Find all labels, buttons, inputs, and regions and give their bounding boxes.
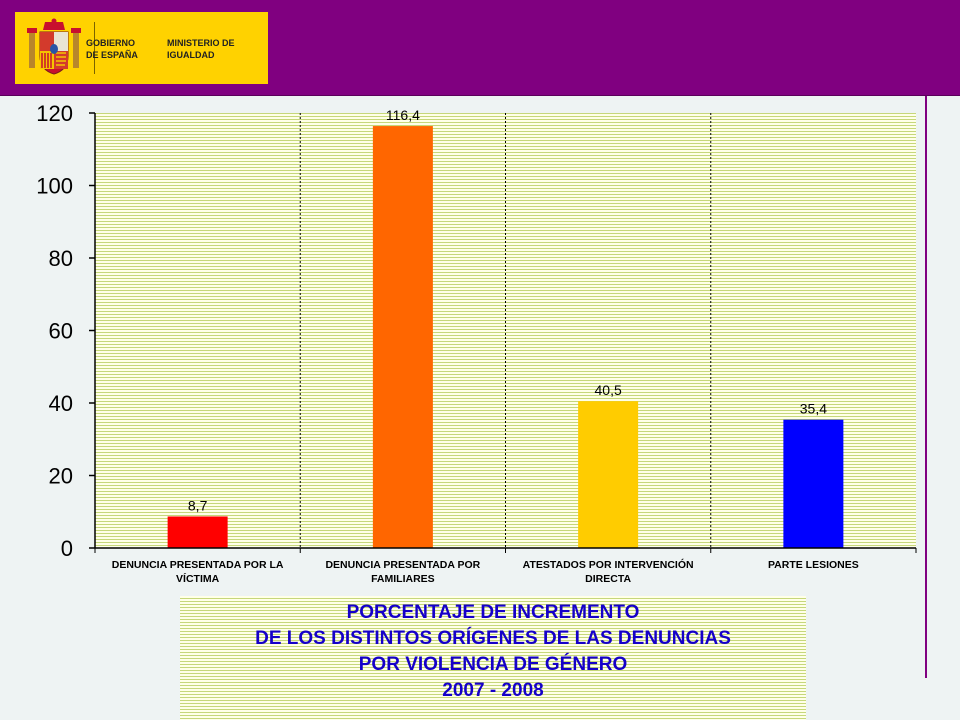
logo-gov-line-1: GOBIERNO <box>86 38 136 48</box>
x-tick-label: DENUNCIA PRESENTADA POR LA <box>112 559 284 571</box>
logo-min-line-1: MINISTERIO DE <box>167 38 235 48</box>
bar-chart: 0 20 40 60 80 100 120 8,7 116,4 40,5 35,4 DENUNCI… <box>36 101 917 585</box>
right-divider <box>925 96 927 678</box>
bar <box>167 516 228 548</box>
y-tick-label: 20 <box>49 464 73 489</box>
x-tick-label: ATESTADOS POR INTERVENCIÓN <box>523 558 694 571</box>
y-tick-label: 60 <box>49 319 73 344</box>
data-label: 116,4 <box>386 107 420 123</box>
chart-caption: PORCENTAJE DE INCREMENTO DE LOS DISTINTO… <box>180 596 806 720</box>
bar <box>783 419 844 548</box>
x-tick-label: PARTE LESIONES <box>768 559 859 571</box>
coat-of-arms-icon <box>27 18 81 75</box>
logo-gov-line-2: DE ESPAÑA <box>86 50 138 60</box>
caption-line-3: POR VIOLENCIA DE GÉNERO <box>358 654 628 675</box>
x-tick-label: FAMILIARES <box>371 573 435 585</box>
data-label: 35,4 <box>800 401 827 417</box>
caption-line-1: PORCENTAJE DE INCREMENTO <box>346 602 640 623</box>
caption-line-2: DE LOS DISTINTOS ORÍGENES DE LAS DENUNCI… <box>255 628 731 649</box>
logo-government-text: GOBIERNO DE ESPAÑA <box>86 37 156 61</box>
y-tick-label: 40 <box>49 391 73 416</box>
logo-ministry-text: MINISTERIO DE IGUALDAD <box>167 37 267 61</box>
header-band: GOBIERNO DE ESPAÑA MINISTERIO DE IGUALDA… <box>0 0 960 96</box>
x-tick-label: DENUNCIA PRESENTADA POR <box>325 559 480 571</box>
x-tick-label: DIRECTA <box>585 573 631 585</box>
caption-line-4: 2007 - 2008 <box>442 680 544 701</box>
data-label: 8,7 <box>188 497 208 513</box>
data-label: 40,5 <box>595 382 622 398</box>
y-tick-label: 100 <box>36 174 73 199</box>
bar <box>372 126 433 549</box>
logo-divider <box>94 22 95 74</box>
y-tick-label: 0 <box>61 536 73 561</box>
logo-min-line-2: IGUALDAD <box>167 50 215 60</box>
y-tick-label: 120 <box>36 101 73 126</box>
bar <box>578 401 639 548</box>
ministry-logo: GOBIERNO DE ESPAÑA MINISTERIO DE IGUALDA… <box>15 12 268 84</box>
y-tick-label: 80 <box>49 246 73 271</box>
x-tick-label: VÍCTIMA <box>176 572 220 585</box>
